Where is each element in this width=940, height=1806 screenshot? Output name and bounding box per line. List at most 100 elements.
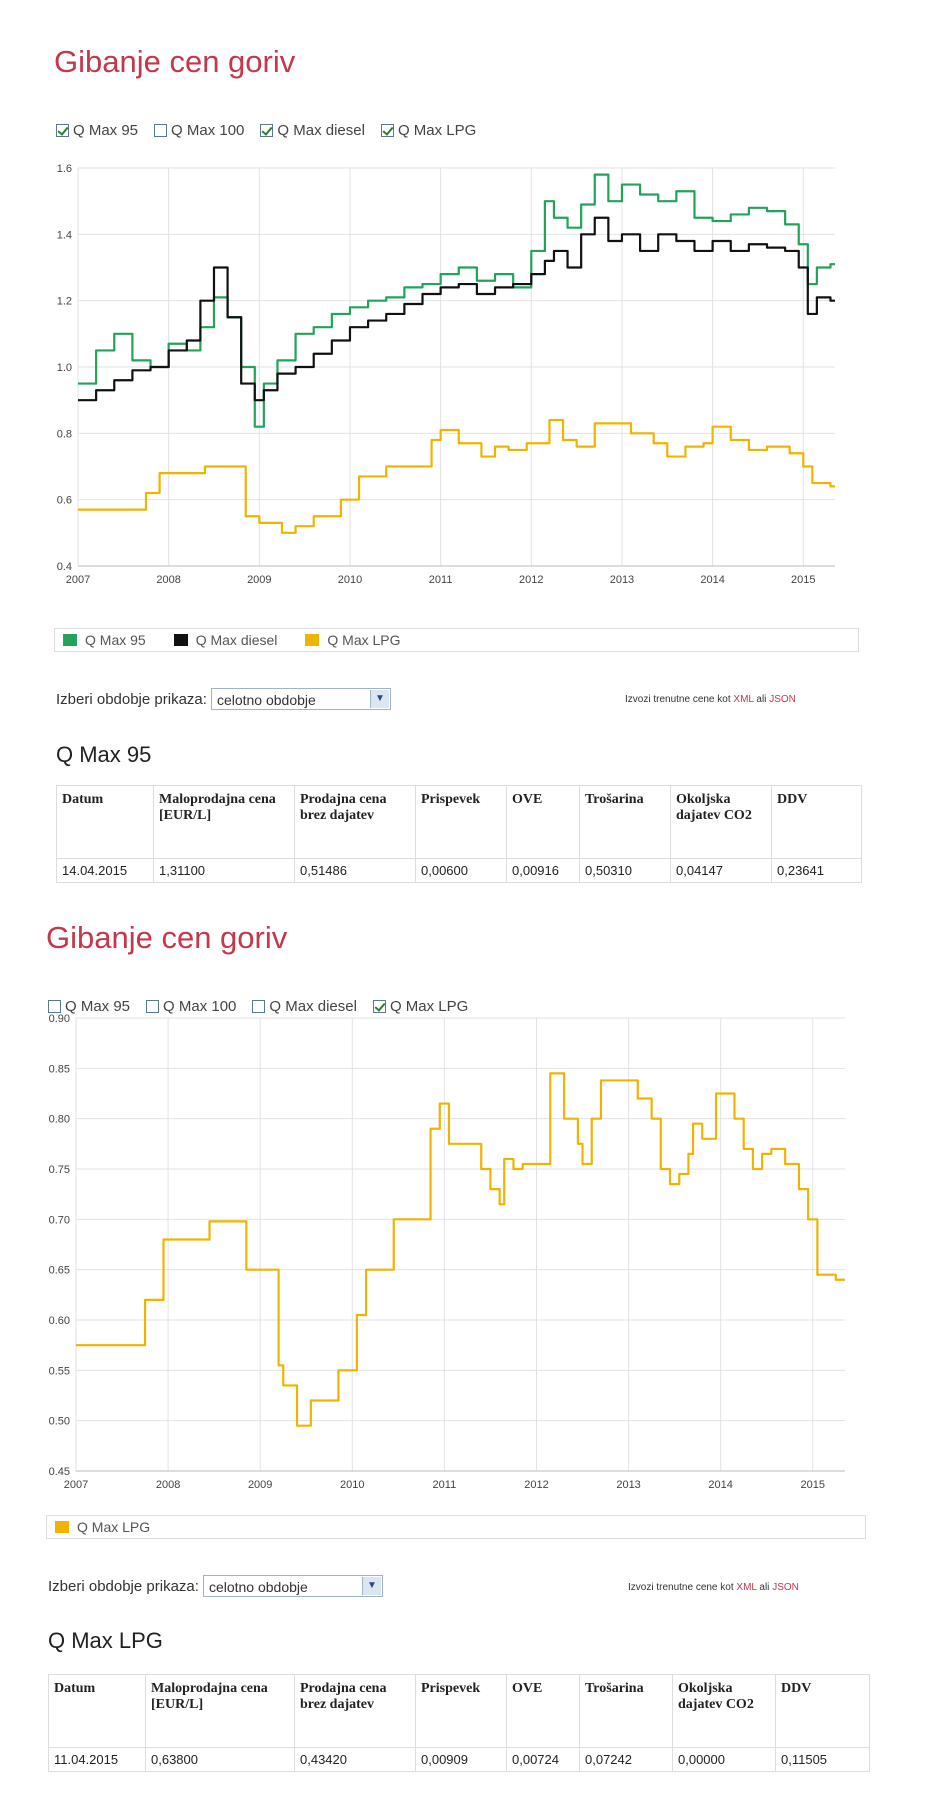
checkbox-box[interactable]	[260, 124, 274, 137]
x-tick-label: 2009	[247, 574, 271, 586]
period-select[interactable]: celotno obdobje ▼	[210, 688, 391, 710]
cell-vat: 0,11505	[775, 1747, 870, 1772]
chart-legend: Q Max 95 Q Max diesel Q Max LPG	[54, 628, 859, 652]
checkbox-qmax100[interactable]: Q Max 100	[146, 998, 236, 1015]
checkbox-label: Q Max LPG	[397, 122, 477, 139]
x-tick-label: 2009	[248, 1479, 272, 1491]
chevron-down-icon[interactable]: ▼	[369, 690, 389, 708]
x-tick-label: 2010	[340, 1479, 364, 1491]
checkbox-box[interactable]	[146, 1000, 160, 1013]
y-tick-label: 1.0	[57, 362, 72, 374]
period-select-value: celotno obdobje	[208, 1579, 308, 1595]
export-xml-link[interactable]: XML	[733, 694, 754, 705]
checkbox-box[interactable]	[372, 1000, 386, 1013]
col-header: OVE	[506, 1674, 580, 1748]
page-title: Gibanje cen goriv	[46, 920, 288, 955]
checkbox-label: Q Max 95	[73, 122, 139, 139]
cell-contribution: 0,00600	[415, 858, 507, 883]
checkbox-box[interactable]	[56, 124, 69, 137]
price-table: Datum Maloprodajna cena [EUR/L] Prodajna…	[48, 1674, 870, 1772]
cell-contribution: 0,00909	[415, 1747, 507, 1772]
legend-swatch	[173, 634, 188, 646]
cell-net-price: 0,43420	[294, 1747, 416, 1772]
legend-item-qmax-lpg[interactable]: Q Max LPG	[305, 632, 401, 648]
checkbox-box[interactable]	[380, 124, 394, 137]
cell-retail-price: 1,31100	[153, 858, 295, 883]
x-tick-label: 2013	[616, 1479, 640, 1491]
col-header: DDV	[775, 1674, 870, 1748]
fuel-price-panel-1: Gibanje cen goriv Q Max 95 Q Max 100 Q M…	[0, 0, 940, 900]
col-header: Trošarina	[579, 1674, 673, 1748]
x-tick-label: 2015	[801, 1479, 825, 1491]
checkbox-qmax-lpg[interactable]: Q Max LPG	[372, 998, 468, 1015]
col-header: Maloprodajna cena [EUR/L]	[153, 785, 295, 859]
col-header: Maloprodajna cena [EUR/L]	[145, 1674, 295, 1748]
y-tick-label: 0.80	[49, 1114, 70, 1126]
checkbox-label: Q Max 100	[171, 122, 245, 139]
legend-item-qmax95[interactable]: Q Max 95	[63, 632, 146, 648]
table-row: 14.04.2015 1,31100 0,51486 0,00600 0,009…	[56, 858, 862, 883]
series-line-q-max-diesel	[78, 216, 835, 402]
legend-item-qmax-lpg[interactable]: Q Max LPG	[55, 1519, 150, 1535]
cell-net-price: 0,51486	[294, 858, 416, 883]
cell-retail-price: 0,63800	[145, 1747, 295, 1772]
y-tick-label: 0.45	[49, 1466, 70, 1478]
checkbox-label: Q Max 100	[163, 998, 237, 1015]
checkbox-qmax100[interactable]: Q Max 100	[154, 122, 244, 139]
cell-excise: 0,07242	[579, 1747, 673, 1772]
chart-legend: Q Max LPG	[46, 1515, 866, 1539]
x-tick-label: 2007	[66, 574, 90, 586]
cell-co2-tax: 0,00000	[672, 1747, 776, 1772]
x-tick-label: 2014	[700, 574, 724, 586]
series-line-q-max-lpg	[78, 418, 835, 534]
cell-vat: 0,23641	[771, 858, 862, 883]
export-json-link[interactable]: JSON	[769, 694, 796, 705]
x-tick-label: 2014	[708, 1479, 732, 1491]
page-title: Gibanje cen goriv	[54, 44, 296, 79]
checkbox-box[interactable]	[252, 1000, 266, 1013]
y-tick-label: 0.85	[49, 1063, 70, 1075]
export-json-link[interactable]: JSON	[772, 1582, 799, 1593]
legend-label: Q Max LPG	[327, 632, 401, 648]
export-xml-link[interactable]: XML	[736, 1582, 757, 1593]
y-tick-label: 0.6	[57, 495, 72, 507]
checkbox-qmax-lpg[interactable]: Q Max LPG	[380, 122, 477, 139]
y-tick-label: 0.55	[49, 1365, 70, 1377]
chevron-down-icon[interactable]: ▼	[361, 1577, 381, 1595]
col-header: Prodajna cena brez dajatev	[294, 785, 416, 859]
checkbox-label: Q Max diesel	[269, 998, 357, 1015]
x-tick-label: 2007	[64, 1479, 88, 1491]
series-line-q-max-lpg	[76, 1072, 845, 1427]
checkbox-box[interactable]	[48, 1000, 61, 1013]
legend-swatch	[305, 634, 320, 646]
checkbox-qmax-diesel[interactable]: Q Max diesel	[252, 998, 357, 1015]
y-tick-label: 0.60	[49, 1315, 70, 1327]
col-header: Datum	[56, 785, 154, 859]
price-table: Datum Maloprodajna cena [EUR/L] Prodajna…	[56, 785, 862, 883]
checkbox-qmax-diesel[interactable]: Q Max diesel	[260, 122, 365, 139]
legend-label: Q Max diesel	[195, 632, 278, 648]
x-tick-label: 2008	[156, 1479, 180, 1491]
checkbox-qmax95[interactable]: Q Max 95	[56, 122, 138, 139]
table-header-row: Datum Maloprodajna cena [EUR/L] Prodajna…	[56, 785, 862, 859]
x-tick-label: 2008	[156, 574, 180, 586]
y-tick-label: 0.8	[57, 428, 72, 440]
table-row: 11.04.2015 0,63800 0,43420 0,00909 0,007…	[48, 1747, 870, 1772]
period-select[interactable]: celotno obdobje ▼	[202, 1575, 383, 1597]
y-tick-label: 0.50	[49, 1416, 70, 1428]
legend-label: Q Max LPG	[77, 1519, 151, 1535]
checkbox-box[interactable]	[154, 124, 168, 137]
y-tick-label: 0.65	[49, 1265, 70, 1277]
price-chart-lpg: 0.45 0.50 0.55 0.60 0.65 0.70 0.75 0.80 0.85 0.90…	[49, 1013, 845, 1491]
checkbox-qmax95[interactable]: Q Max 95	[48, 998, 130, 1015]
legend-item-qmax-diesel[interactable]: Q Max diesel	[173, 632, 278, 648]
col-header: Prispevek	[415, 785, 507, 859]
cell-ove: 0,00724	[506, 1747, 580, 1772]
cell-excise: 0,50310	[579, 858, 671, 883]
col-header: Prispevek	[415, 1674, 507, 1748]
legend-swatch	[55, 1521, 69, 1533]
legend-swatch	[63, 634, 77, 646]
export-or: ali	[759, 1582, 770, 1593]
period-label: Izberi obdobje prikaza:	[48, 1577, 199, 1595]
cell-co2-tax: 0,04147	[670, 858, 772, 883]
